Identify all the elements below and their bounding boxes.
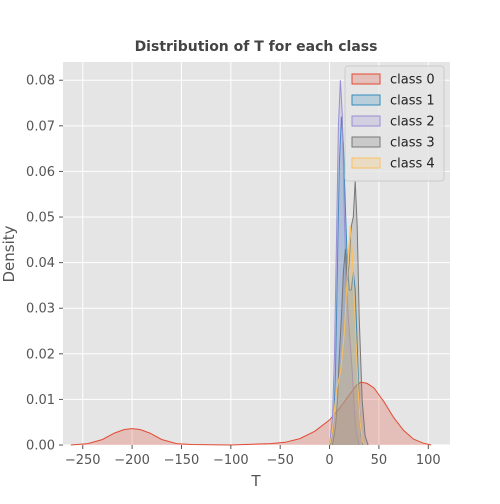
y-tick-label: 0.07 bbox=[26, 119, 55, 134]
density-line-1 bbox=[330, 116, 364, 446]
density-series-0 bbox=[70, 381, 432, 446]
y-axis-label: Density bbox=[0, 225, 18, 282]
y-tick-label: 0.02 bbox=[26, 347, 55, 362]
y-tick-label: 0.05 bbox=[26, 211, 55, 226]
legend-swatch-3 bbox=[351, 136, 381, 148]
legend-label-3: class 3 bbox=[390, 136, 435, 151]
y-tick-label: 0.04 bbox=[26, 256, 55, 271]
density-series-3 bbox=[332, 180, 369, 446]
x-tick-label: −50 bbox=[266, 453, 293, 468]
legend-label-2: class 2 bbox=[390, 115, 435, 130]
density-line-3 bbox=[332, 180, 369, 446]
chart-title: Distribution of T for each class bbox=[135, 39, 378, 55]
y-tick-label: 0.00 bbox=[26, 439, 55, 454]
x-tick-label: −250 bbox=[65, 453, 101, 468]
y-tick-label: 0.03 bbox=[26, 302, 55, 317]
legend-swatch-4 bbox=[351, 157, 381, 169]
legend: class 0 class 1 class 2 class 3 class 4 bbox=[344, 65, 445, 182]
legend-label-4: class 4 bbox=[390, 157, 435, 172]
density-area-3 bbox=[332, 180, 369, 445]
x-tick-label: −200 bbox=[114, 453, 150, 468]
x-tick-label: −150 bbox=[164, 453, 200, 468]
y-tick-label: 0.08 bbox=[26, 74, 55, 89]
x-tick-label: 0 bbox=[325, 453, 333, 468]
density-area-0 bbox=[70, 382, 432, 445]
density-line-2 bbox=[329, 80, 360, 446]
x-tick-label: 50 bbox=[371, 453, 388, 468]
density-line-4 bbox=[329, 226, 365, 446]
legend-label-0: class 0 bbox=[390, 73, 435, 88]
legend-label-1: class 1 bbox=[390, 94, 435, 109]
density-line-0 bbox=[70, 381, 432, 446]
y-tick-label: 0.01 bbox=[26, 393, 55, 408]
density-series-4 bbox=[329, 226, 365, 446]
density-area-4 bbox=[329, 226, 365, 445]
legend-swatch-1 bbox=[351, 94, 381, 106]
x-axis-label: T bbox=[250, 472, 261, 490]
legend-swatch-0 bbox=[351, 73, 381, 85]
x-tick-label: 100 bbox=[416, 453, 441, 468]
series-layer bbox=[70, 80, 432, 446]
x-tick-label: −100 bbox=[213, 453, 249, 468]
axis-ticks: −250 −200 −150 −100 −50 0 50 100 0.00 0.01 0.02 0.0… bbox=[26, 74, 441, 468]
y-tick-label: 0.06 bbox=[26, 165, 55, 180]
legend-swatch-2 bbox=[351, 115, 381, 127]
